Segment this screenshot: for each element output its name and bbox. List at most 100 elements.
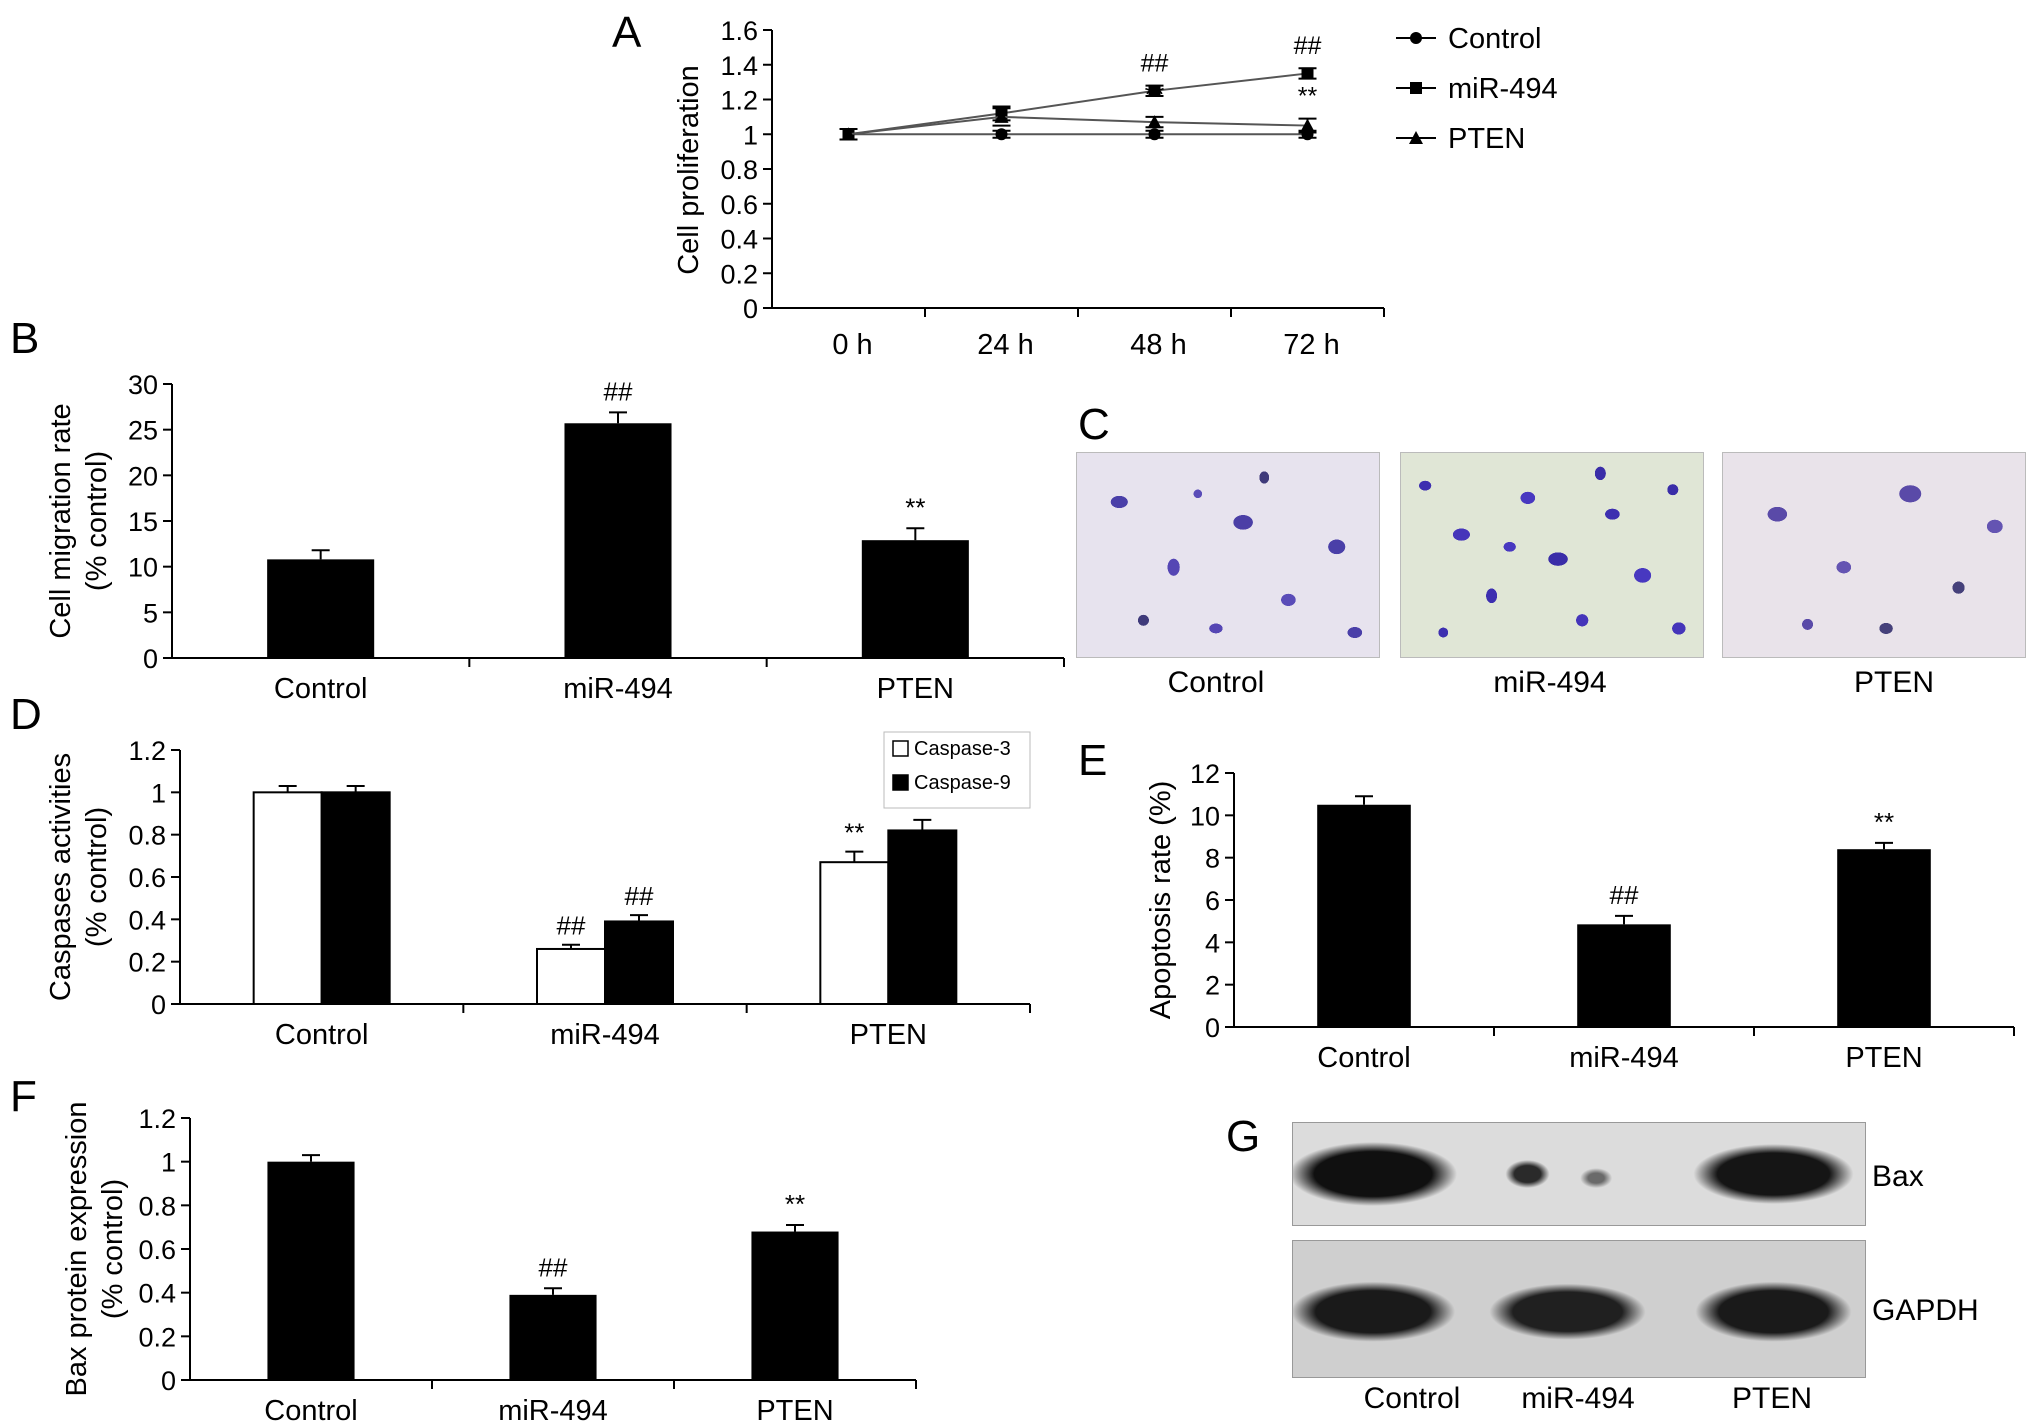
panel-a-x-tick-label: 48 h: [1130, 329, 1186, 361]
panel-e-x-tick-label: PTEN: [1845, 1042, 1922, 1074]
panel-a-line-pten: [848, 115, 1308, 136]
panel-a-point-pten: [841, 127, 856, 141]
micrograph-label-mir-494: miR-494: [1493, 666, 1607, 699]
panel-b-bar-pten: [861, 540, 969, 658]
panel-f-bar-pten: [751, 1231, 839, 1380]
panel-e-y-tick-label: 2: [1205, 971, 1220, 1001]
panel-a-point-mir-494: [1148, 84, 1161, 97]
panel-b-bar-control: [267, 559, 375, 658]
panel-e-bar-pten: [1837, 849, 1931, 1027]
panel-e-significance-mark: ##: [1610, 880, 1639, 910]
panel-a-y-tick-label: 0.6: [720, 190, 758, 220]
panel-e-bar-mir-494: [1577, 924, 1671, 1027]
panel-f-bar-control: [267, 1161, 355, 1380]
panel-f-x-tick-label: Control: [264, 1395, 358, 1421]
panel-a-legend-marker-control: [1410, 32, 1422, 44]
panel-a-y-tick-label: 1: [743, 120, 758, 150]
panel-d-x-tick-label: Control: [275, 1019, 369, 1051]
panel-a-y-tick-label: 0.4: [720, 225, 758, 255]
panel-f-bar-mir-494: [509, 1294, 597, 1380]
panel-letter-d: D: [10, 690, 42, 739]
micrograph-label-control: Control: [1167, 666, 1265, 699]
panel-e-y-tick-label: 10: [1190, 801, 1220, 831]
panel-d-y-tick-label: 1.2: [128, 736, 166, 766]
panel-a-legend-marker-mir-494: [1410, 82, 1422, 94]
panel-a-significance-mark: **: [1145, 81, 1165, 109]
panel-d-bar-caspase-9: [887, 829, 958, 1006]
panel-d-x-tick-label: PTEN: [850, 1019, 927, 1051]
panel-letter-f: F: [10, 1072, 37, 1121]
panel-a-x-tick-label: 72 h: [1283, 329, 1339, 361]
blot-label-gapdh: GAPDH: [1872, 1294, 1979, 1327]
panel-a-point-control: [1148, 128, 1161, 141]
panel-letter-c: C: [1078, 400, 1110, 449]
panel-d-y-axis-label-line: Caspases activities: [45, 753, 77, 1001]
panel-b-y-tick-label: 25: [128, 416, 158, 446]
panel-a-significance-mark: ##: [1294, 32, 1322, 60]
panel-f-y-tick-label: 0.2: [138, 1322, 176, 1352]
panel-a-y-tick-label: 0.2: [720, 259, 758, 289]
blot-gapdh: [1292, 1240, 1866, 1378]
panel-b-y-tick-label: 20: [128, 461, 158, 491]
panel-a-point-mir-494: [1301, 67, 1314, 80]
panel-d-significance-mark: ##: [625, 881, 654, 911]
panel-d-legend-swatch-caspase-9: [892, 774, 909, 791]
panel-b-y-axis-label-line: Cell migration rate: [45, 403, 77, 638]
panel-d-bar-caspase-3: [819, 861, 890, 1006]
panel-d-y-axis-label: Caspases activities (% control): [45, 753, 113, 1001]
panel-a-y-tick-label: 0: [743, 294, 758, 324]
panel-f-y-tick-label: 0.6: [138, 1235, 176, 1265]
panel-f-y-tick-label: 1.2: [138, 1104, 176, 1134]
panel-f-y-axis-label-line: Bax protein expression: [61, 1102, 93, 1397]
panel-d-y-tick-label: 0.6: [128, 863, 166, 893]
panel-b-bar-mir-494: [564, 423, 672, 658]
micrograph-label-pten: PTEN: [1853, 666, 1934, 699]
panel-e-x-tick-label: miR-494: [1569, 1042, 1679, 1074]
panel-d-bar-caspase-3: [536, 947, 606, 1006]
panel-letter-g: G: [1226, 1112, 1261, 1161]
panel-e-y-axis-label-line: Apoptosis rate (%): [1145, 781, 1177, 1020]
panel-a-y-tick-label: 1.6: [720, 16, 758, 46]
panel-f-y-tick-label: 0.4: [138, 1279, 176, 1309]
micrograph-control: [1076, 452, 1380, 658]
panel-f-y-axis-label-line: (% control): [97, 1179, 129, 1319]
panel-a-line-mir-494: [848, 72, 1308, 136]
panel-d-legend-label-caspase-3: Caspase-3: [914, 738, 1011, 760]
panel-e-y-axis-label: Apoptosis rate (%): [1145, 781, 1177, 1020]
blot-bax: [1292, 1122, 1866, 1226]
panel-e-y-tick-label: 4: [1205, 928, 1220, 958]
panel-a-point-control: [995, 128, 1008, 141]
panel-a-legend-label-control: Control: [1448, 23, 1542, 55]
panel-b-y-tick-label: 30: [128, 370, 158, 400]
panel-f-x-tick-label: miR-494: [498, 1395, 608, 1421]
panel-b-y-axis-label: Cell migration rate (% control): [45, 403, 113, 638]
panel-a-point-pten: [1147, 115, 1162, 129]
panel-e-x-tick-label: Control: [1317, 1042, 1411, 1074]
panel-e-significance-mark: **: [1874, 807, 1894, 837]
panel-letter-b: B: [10, 314, 40, 363]
panel-a-y-axis-label-line: Cell proliferation: [673, 65, 705, 275]
panel-b-y-tick-label: 15: [128, 507, 158, 537]
panel-a-y-tick-label: 0.8: [720, 155, 758, 185]
panel-d-bar-caspase-9: [320, 791, 391, 1005]
panel-e-y-tick-label: 0: [1205, 1013, 1220, 1043]
panel-e-bar-control: [1317, 804, 1411, 1027]
panel-a-point-pten: [994, 109, 1009, 123]
panel-d-significance-mark: **: [844, 818, 864, 848]
panel-d-y-tick-label: 0: [151, 990, 166, 1020]
panel-e-y-tick-label: 6: [1205, 886, 1220, 916]
micrograph-mir-494: [1400, 452, 1704, 658]
panel-b-y-axis-label-line: (% control): [81, 451, 113, 591]
panel-b-x-tick-label: Control: [274, 673, 368, 705]
panel-d-significance-mark: ##: [557, 911, 586, 941]
panel-b-y-tick-label: 0: [143, 644, 158, 674]
panel-d-bar-caspase-3: [252, 791, 323, 1005]
panel-f-y-tick-label: 0.8: [138, 1191, 176, 1221]
panel-d-y-axis-label-line: (% control): [81, 807, 113, 947]
panel-letter-e: E: [1078, 736, 1108, 785]
panel-b-x-tick-label: PTEN: [877, 673, 954, 705]
panel-a-y-axis-label: Cell proliferation: [673, 65, 705, 275]
blot-label-bax: Bax: [1872, 1160, 1924, 1193]
panel-a-y-tick-label: 1.2: [720, 86, 758, 116]
